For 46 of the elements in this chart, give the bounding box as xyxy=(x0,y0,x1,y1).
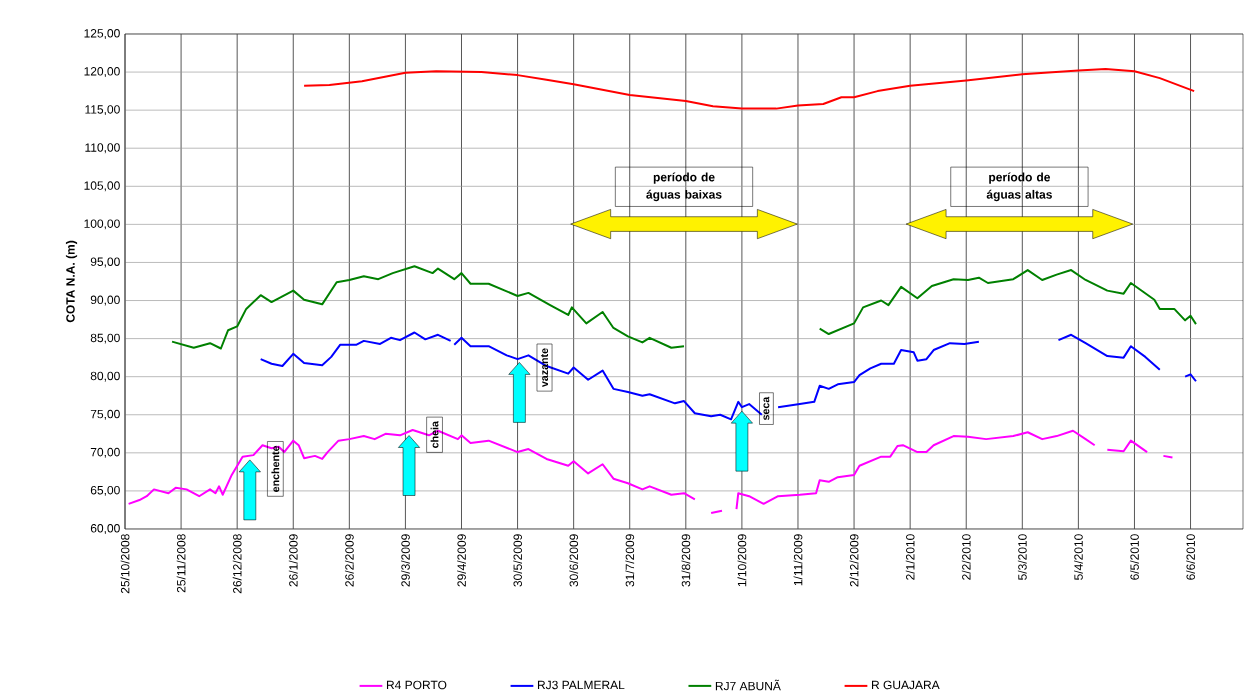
annotation: período de águas altas xyxy=(986,172,1052,202)
x-tick-label: 26/1/2009 xyxy=(288,534,298,587)
annotation: enchente xyxy=(271,445,280,492)
x-tick-label: 29/4/2009 xyxy=(457,534,466,587)
y-tick-label: 95,00 xyxy=(90,257,120,268)
y-tick-label: 70,00 xyxy=(90,447,120,458)
y-tick-label: 120,00 xyxy=(84,67,120,78)
x-tick-label: 2/2/2010 xyxy=(961,534,971,580)
x-tick-label: 25/11/2008 xyxy=(176,534,186,593)
y-tick-label: 80,00 xyxy=(90,371,120,382)
x-tick-label: 5/3/2010 xyxy=(1017,534,1027,580)
annotation: vazante xyxy=(540,348,549,388)
x-tick-label: 2/1/2010 xyxy=(905,534,915,580)
x-tick-label: 1/10/2009 xyxy=(737,534,747,587)
annotation: cheia xyxy=(430,421,439,448)
y-tick-label: 110,00 xyxy=(85,143,120,154)
x-tick-label: 1/11/2009 xyxy=(793,534,803,586)
legend-label: R4 PORTO xyxy=(386,680,447,690)
line-series xyxy=(303,68,1196,110)
y-tick-label: 105,00 xyxy=(84,181,120,192)
y-tick-label: 75,00 xyxy=(90,409,120,420)
y-tick-label: 115,00 xyxy=(85,105,120,116)
legend-label: R GUAJARA xyxy=(872,680,940,690)
annotation: seca xyxy=(763,396,770,421)
y-tick-label: 60,00 xyxy=(90,524,120,534)
y-tick-label: 90,00 xyxy=(90,295,120,306)
x-tick-label: 2/12/2009 xyxy=(849,534,859,587)
x-tick-label: 5/4/2010 xyxy=(1073,534,1083,580)
y-tick-label: 65,00 xyxy=(90,485,120,496)
legend-label: RJ3 PALMERAL xyxy=(537,680,625,690)
legend-label: RJ7 ABUNÃ xyxy=(715,679,781,691)
y-tick-label: 85,00 xyxy=(90,333,120,344)
annotation: período de águas baixas xyxy=(646,172,722,202)
x-tick-label: 26/2/2009 xyxy=(344,534,354,587)
x-tick-label: 30/6/2009 xyxy=(569,534,579,587)
x-tick-label: 31/8/2009 xyxy=(681,534,691,587)
x-tick-label: 25/10/2008 xyxy=(120,534,130,594)
x-tick-label: 6/6/2010 xyxy=(1186,534,1195,580)
x-tick-label: 26/12/2008 xyxy=(232,534,242,594)
y-tick-label: 100,00 xyxy=(84,219,120,230)
y-tick-label: 125,00 xyxy=(84,29,120,39)
x-tick-label: 6/5/2010 xyxy=(1130,534,1139,580)
x-tick-label: 31/7/2009 xyxy=(625,534,635,587)
x-tick-label: 30/5/2009 xyxy=(513,534,522,587)
x-tick-label: 29/3/2009 xyxy=(401,534,410,587)
y-axis-title: COTA N.A. (m) xyxy=(65,240,78,323)
